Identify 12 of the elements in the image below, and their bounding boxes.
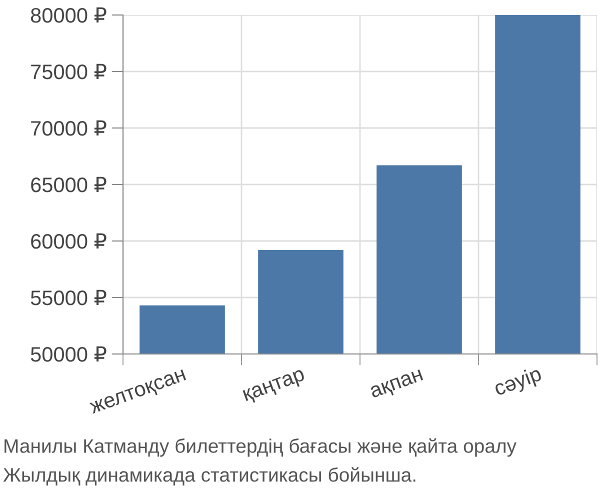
x-tick-label: қаңтар — [242, 369, 307, 406]
text: Жылдық динамикада статистикасы бойынша. — [3, 467, 416, 486]
y-tick-label: 55000 ₽ — [30, 290, 106, 306]
y-tick-label: 65000 ₽ — [31, 176, 106, 192]
text: Манилы Катманду билеттердің бағасы және қайта оралу — [4, 438, 516, 457]
y-tick-label: 70000 ₽ — [31, 120, 106, 136]
y-tick-label: 50000 ₽ — [30, 346, 106, 362]
y-tick-label: 75000 ₽ — [31, 64, 106, 80]
x-tick-label: сәуір — [492, 365, 544, 400]
y-tick-label: 60000 ₽ — [31, 233, 106, 249]
y-tick-label: 80000 ₽ — [30, 7, 106, 23]
x-tick-label: ақпан — [370, 369, 424, 402]
